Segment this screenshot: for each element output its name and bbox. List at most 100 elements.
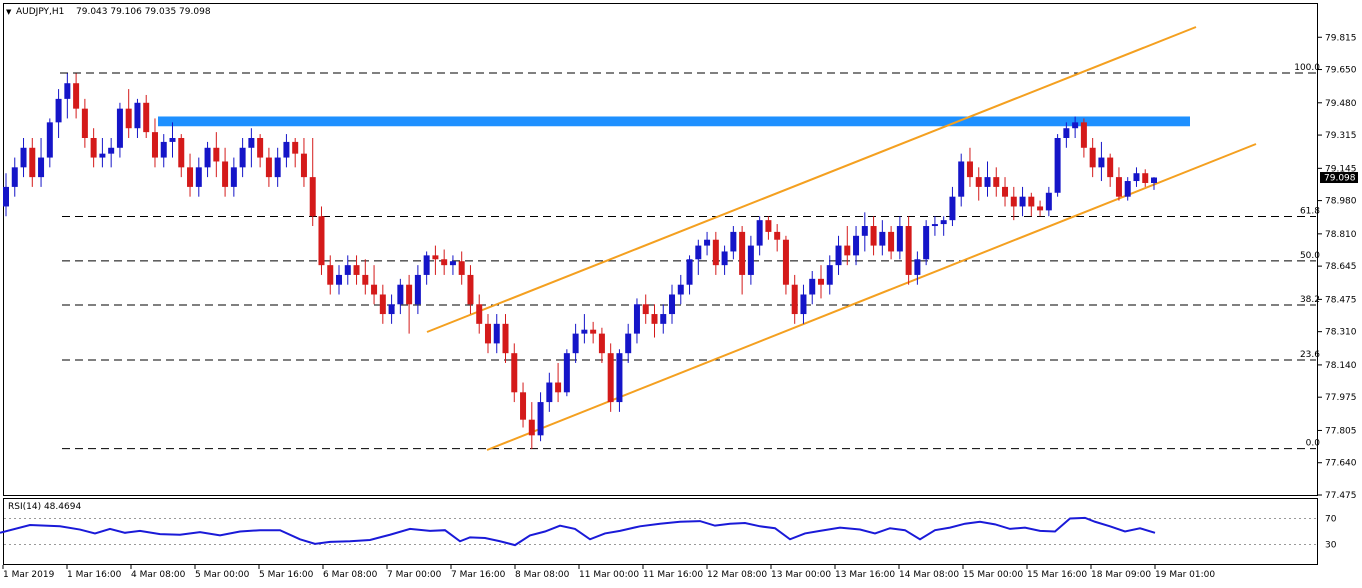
candle-body [993, 177, 1000, 187]
candle-body [581, 329, 588, 334]
price-tick-label: 79.650 [1325, 66, 1357, 76]
candle-body [178, 137, 185, 168]
candle-body [923, 226, 930, 260]
candle-body [528, 419, 535, 436]
candle-body [1019, 196, 1026, 207]
candle-body [353, 265, 360, 275]
candlesticks [3, 73, 1157, 450]
candle-body [484, 323, 491, 344]
candle-body [1151, 177, 1157, 183]
candle-body [274, 157, 281, 178]
candle-body [204, 147, 211, 168]
candle-body [861, 226, 868, 236]
candle-body [90, 137, 97, 158]
time-tick-label: 19 Mar 01:00 [1155, 570, 1215, 580]
candle-body [73, 83, 80, 109]
candle-body [414, 274, 421, 305]
candle-body [975, 177, 982, 187]
candle-body [966, 161, 973, 178]
candle-body [257, 137, 264, 158]
fib-label: 50.0 [1300, 251, 1320, 261]
candle-body [336, 274, 343, 285]
candle-body [730, 231, 737, 252]
candle-body [809, 278, 816, 295]
candle-body [187, 167, 194, 187]
price-tick-label: 77.475 [1325, 491, 1357, 501]
candle-body [371, 284, 378, 295]
candle-body [160, 141, 167, 158]
candle-body [1142, 173, 1149, 183]
candle-body [239, 147, 246, 168]
candle-body [318, 216, 325, 266]
price-tick-label: 78.810 [1325, 230, 1357, 240]
time-tick-label: 12 Mar 08:00 [707, 570, 767, 580]
candle-body [1037, 206, 1044, 211]
candle-body [660, 314, 667, 324]
time-tick-label: 15 Mar 00:00 [963, 570, 1023, 580]
candle-body [81, 108, 88, 138]
candle-body [914, 259, 921, 275]
candle-body [844, 245, 851, 256]
candle-body [309, 177, 316, 217]
candle-body [29, 147, 36, 178]
candle-body [537, 402, 544, 436]
candle-body [782, 239, 789, 285]
symbol-label: AUDJPY,H1 [16, 7, 64, 17]
price-tick-label: 78.475 [1325, 295, 1357, 305]
candle-body [151, 132, 158, 158]
candle-body [406, 284, 413, 305]
candle-body [20, 147, 27, 168]
candle-body [958, 161, 965, 197]
candle-body [1028, 196, 1035, 207]
candle-body [1002, 186, 1009, 197]
candle-body [940, 220, 947, 225]
candle-body [984, 177, 991, 187]
rsi-tick-label: 70 [1325, 515, 1337, 525]
candle-body [458, 261, 465, 275]
candle-body [1045, 192, 1052, 211]
candle-body [476, 304, 483, 324]
main-chart-frame [3, 3, 1318, 496]
candle-body [704, 239, 711, 246]
candle-body [879, 231, 886, 246]
candle-body [1124, 181, 1131, 197]
candle-body [1072, 122, 1079, 129]
candle-body [397, 284, 404, 305]
dropdown-arrow-icon[interactable]: ▼ [6, 8, 12, 16]
candle-body [116, 108, 123, 148]
candle-body [555, 382, 562, 393]
candle-body [169, 137, 176, 142]
candle-body [283, 141, 290, 158]
candle-body [143, 102, 150, 133]
candle-body [11, 167, 18, 187]
price-tick-label: 79.315 [1325, 131, 1357, 141]
price-tick-label: 79.145 [1325, 164, 1357, 174]
candle-body [1107, 157, 1114, 178]
candle-body [362, 274, 369, 285]
time-tick-label: 5 Mar 00:00 [195, 570, 250, 580]
candle-body [222, 161, 229, 187]
fib-label: 61.8 [1300, 206, 1320, 216]
fib-label: 38.2 [1300, 295, 1320, 305]
candle-body [1133, 173, 1140, 182]
candle-body [853, 235, 860, 256]
candle-body [905, 226, 912, 275]
time-tick-label: 13 Mar 00:00 [771, 570, 831, 580]
candle-body [949, 196, 956, 221]
candle-body [502, 323, 509, 354]
fib-label: 23.6 [1300, 350, 1320, 360]
time-tick-label: 18 Mar 09:00 [1091, 570, 1151, 580]
current-price-marker: 79.098 [1320, 172, 1358, 184]
channel-upper-line [426, 26, 1197, 333]
candle-body [467, 274, 474, 305]
rsi-label: RSI(14) 48.4694 [8, 502, 81, 512]
candle-body [432, 255, 439, 260]
candle-body [388, 304, 395, 315]
price-tick-label: 77.640 [1325, 459, 1357, 469]
price-tick-label: 79.480 [1325, 99, 1357, 109]
candle-body [616, 353, 623, 403]
candle-body [1063, 128, 1070, 138]
candle-body [64, 83, 71, 99]
candle-body [598, 333, 605, 354]
